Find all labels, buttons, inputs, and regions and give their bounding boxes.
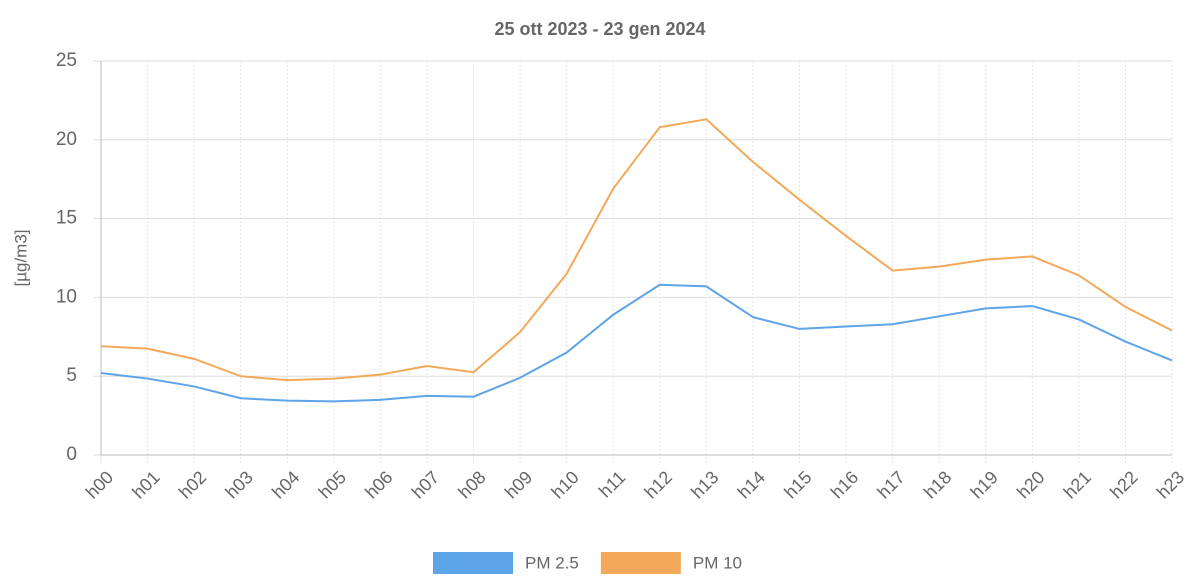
x-tick-label: h02 (175, 467, 210, 502)
x-tick-label: h06 (361, 467, 396, 502)
series-line (100, 118, 1173, 382)
y-tick-label: 25 (56, 50, 77, 71)
y-tick-label: 5 (66, 365, 77, 386)
x-tick-label: h01 (128, 467, 163, 502)
x-tick-label: h08 (454, 467, 489, 502)
x-tick-label: h23 (1153, 467, 1188, 502)
x-tick-label: h16 (827, 467, 862, 502)
legend-swatch (600, 552, 681, 574)
y-tick-label: 20 (56, 129, 77, 150)
x-tick-label: h19 (967, 467, 1002, 502)
y-tick-label: 10 (56, 286, 77, 307)
y-axis-label: [µg/m3] (11, 229, 30, 286)
legend-label: PM 10 (693, 553, 742, 572)
x-tick-label: h20 (1013, 467, 1048, 502)
x-tick-label: h13 (687, 467, 722, 502)
x-tick-label: h04 (268, 467, 303, 502)
x-tick-label: h12 (641, 467, 676, 502)
x-tick-label: h10 (547, 467, 582, 502)
y-tick-label: 15 (56, 208, 77, 229)
x-tick-label: h03 (221, 467, 256, 502)
series-line (100, 283, 1173, 403)
x-tick-label: h09 (501, 467, 536, 502)
y-tick-label: 0 (66, 444, 77, 465)
legend-swatch (433, 552, 513, 574)
x-tick-label: h18 (920, 467, 955, 502)
x-tick-label: h05 (315, 467, 350, 502)
x-tick-label: h21 (1060, 467, 1095, 502)
chart-title: 25 ott 2023 - 23 gen 2024 (494, 19, 705, 39)
x-tick-label: h14 (734, 467, 769, 502)
legend-label: PM 2.5 (525, 553, 579, 572)
x-tick-label: h00 (82, 467, 117, 502)
x-tick-label: h11 (595, 467, 629, 501)
x-tick-label: h22 (1106, 467, 1141, 502)
x-tick-label: h17 (873, 467, 908, 502)
x-tick-label: h15 (780, 467, 815, 502)
x-tick-label: h07 (408, 467, 443, 502)
